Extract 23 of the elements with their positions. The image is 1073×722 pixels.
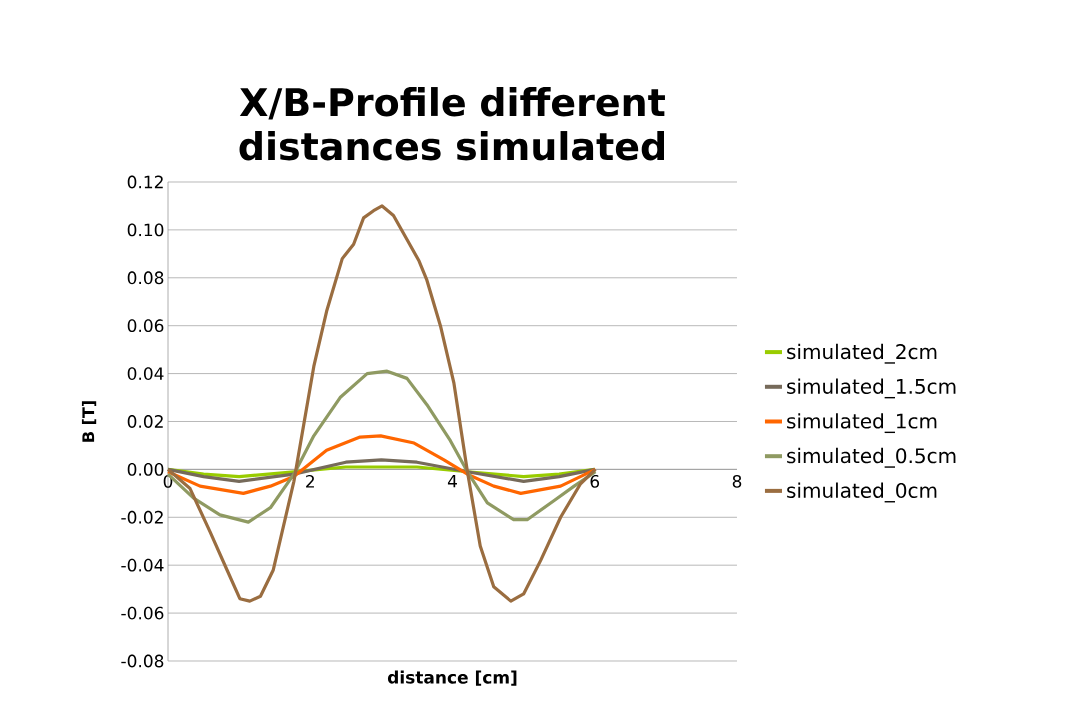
legend-label: simulated_1cm	[787, 413, 937, 434]
x-tick-label: 8	[732, 474, 742, 488]
x-tick-label: 2	[306, 474, 314, 488]
chart-title: X/B-Profile different distances simulated	[239, 87, 665, 161]
x-tick-label: 6	[590, 474, 600, 488]
legend-label: simulated_1.5cm	[787, 378, 956, 399]
y-tick-label: -0.02	[121, 510, 163, 524]
x-axis-title: distance [cm]	[387, 670, 517, 686]
y-tick-label: 0.02	[127, 415, 163, 428]
y-tick-label: -0.08	[121, 654, 164, 668]
y-axis-title: B [T]	[81, 401, 97, 442]
y-tick-label: 0.06	[127, 319, 164, 333]
y-tick-label: 0.08	[127, 271, 164, 285]
x-tick-label: 4	[447, 474, 457, 488]
y-tick-label: -0.04	[121, 558, 164, 572]
y-tick-label: 0.10	[127, 223, 164, 237]
legend-label: simulated_0.5cm	[787, 447, 956, 468]
y-tick-label: 0.04	[127, 367, 164, 381]
y-tick-label: 0.12	[127, 175, 163, 189]
y-tick-label: 0.00	[127, 462, 164, 476]
legend-label: simulated_0cm	[787, 482, 937, 503]
legend-label: simulated_2cm	[787, 343, 937, 364]
y-tick-label: -0.06	[121, 606, 164, 620]
